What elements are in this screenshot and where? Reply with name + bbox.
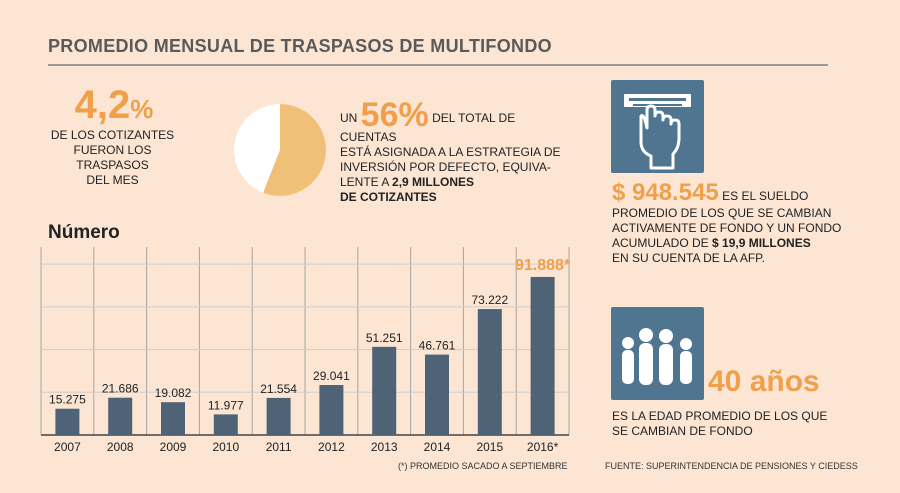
chart-bar [372, 346, 397, 435]
stat-cuentas-line4-pre: LENTE A [340, 175, 393, 189]
atm-slot-gap [629, 98, 686, 101]
chart-bar [55, 408, 80, 435]
chart-data-label: 91.888* [515, 257, 570, 274]
stat-traspasos-line: DEL MES [86, 173, 139, 187]
chart-tick-label: 2014 [424, 440, 451, 454]
stat-traspasos-text: DE LOS COTIZANTES FUERON LOS TRASPASOS D… [40, 128, 185, 188]
people-group-icon-svg [622, 328, 692, 385]
chart-tick-label: 2009 [160, 440, 187, 454]
chart-tick-label: 2010 [212, 440, 239, 454]
money-line2: PROMEDIO DE LOS QUE SE CAMBIAN [612, 206, 832, 220]
chart-tick-label: 2008 [107, 440, 134, 454]
chart-data-label: 21.554 [260, 382, 297, 396]
chart-footnote: (*) PROMEDIO SACADO A SEPTIEMBRE [398, 461, 568, 471]
stat-cuentas-line3: INVERSIÓN POR DEFECTO, EQUIVA- [340, 160, 551, 174]
people-figures [622, 328, 692, 385]
money-line5: EN SU CUENTA DE LA AFP. [612, 251, 765, 265]
money-value: $ 948.545 [612, 179, 719, 206]
bar-chart: 15.275 2007 21.686 2008 19.082 2009 11.977 2010… [40, 247, 570, 454]
stat-traspasos-percent: % [130, 94, 154, 124]
chart-data-label: 73.222 [471, 293, 508, 307]
age-text: ES LA EDAD PROMEDIO DE LOS QUE SE CAMBIA… [612, 409, 832, 439]
stat-cuentas-prefix: UN [340, 111, 361, 125]
chart-bar [425, 354, 449, 435]
atm-slot-line [633, 104, 682, 106]
chart-data-label: 19.082 [155, 386, 192, 400]
stat-traspasos-value: 4,2% [60, 84, 168, 130]
chart-bar [108, 397, 133, 435]
hand-shape [639, 104, 681, 170]
money-text: ES EL SUELDO [718, 189, 809, 203]
stat-traspasos-number: 4,2 [74, 83, 131, 127]
money-line3: ACTIVAMENTE DE FONDO Y UN FONDO [612, 221, 842, 235]
chart-tick-label: 2015 [476, 440, 503, 454]
chart-tick-label: 2016* [527, 440, 559, 454]
stat-cuentas-line2: ESTÁ ASIGNADA A LA ESTRATEGIA DE [340, 145, 561, 159]
title-divider [48, 64, 828, 66]
chart-tick-label: 2007 [54, 440, 81, 454]
atm-hand-icon-svg [624, 94, 691, 170]
stat-cuentas-text: DEL TOTAL DE CUENTAS [340, 111, 516, 144]
money-line4-pre: ACUMULADO DE [612, 236, 713, 250]
chart-bar [477, 309, 502, 435]
pie-slice [263, 104, 326, 196]
chart-bar [319, 385, 344, 435]
age-value: 40 años [708, 365, 820, 398]
stat-cuentas-cotizantes: DE COTIZANTES [340, 190, 437, 204]
stat-cuentas-millones: 2,9 MILLONES [392, 175, 475, 189]
chart-data-label: 29.041 [313, 369, 350, 383]
stat-cuentas-value: 56% [360, 96, 429, 134]
money-line1: $ 948.545 ES EL SUELDO [612, 180, 882, 206]
pie-chart-56 [234, 104, 326, 196]
chart-bar [161, 402, 185, 435]
atm-hand-icon [611, 80, 704, 173]
chart-data-label: 11.977 [208, 398, 244, 412]
chart-tick-label: 2013 [371, 440, 398, 454]
stat-cuentas-line4: LENTE A 2,9 MILLONES [340, 175, 565, 190]
chart-data-label: 15.275 [49, 393, 86, 407]
chart-bar [213, 414, 238, 435]
stat-cuentas-line5: DE COTIZANTES [340, 190, 565, 205]
money-block: $ 948.545 ES EL SUELDO PROMEDIO DE LOS Q… [612, 180, 882, 266]
chart-data-label: 21.686 [102, 382, 139, 396]
source-note: FUENTE: SUPERINTENDENCIA DE PENSIONES Y … [605, 461, 858, 471]
chart-bar [530, 276, 555, 435]
age-line1: ES LA EDAD PROMEDIO DE LOS QUE [612, 409, 828, 423]
chart-tick-label: 2011 [266, 440, 292, 454]
stat-traspasos-line: FUERON LOS TRASPASOS [73, 143, 152, 172]
chart-bar [266, 397, 291, 435]
chart-data-label: 46.761 [419, 339, 456, 353]
stat-traspasos-line: DE LOS COTIZANTES [50, 128, 175, 142]
chart-ylabel: Número [48, 222, 120, 243]
money-fondo-value: $ 19,9 MILLONES [712, 236, 811, 250]
people-group-icon [611, 307, 704, 400]
age-line2: SE CAMBIAN DE FONDO [612, 424, 753, 438]
money-line4: ACUMULADO DE $ 19,9 MILLONES [612, 236, 882, 251]
page-title: PROMEDIO MENSUAL DE TRASPASOS DE MULTIFO… [48, 36, 552, 56]
chart-tick-label: 2012 [318, 440, 345, 454]
stat-cuentas: UN 56% DEL TOTAL DE CUENTAS ESTÁ ASIGNAD… [340, 98, 565, 205]
chart-data-label: 51.251 [366, 331, 403, 345]
stat-cuentas-line1: UN 56% DEL TOTAL DE CUENTAS [340, 98, 565, 145]
